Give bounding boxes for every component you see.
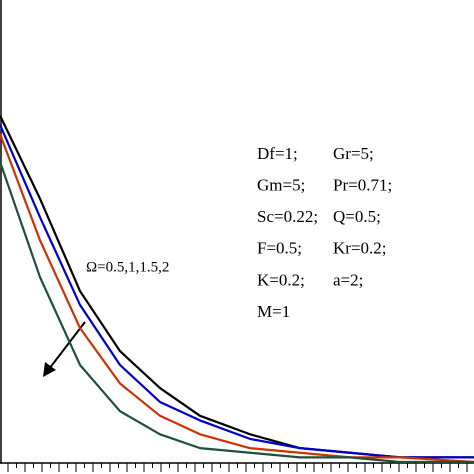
series-line [0, 161, 474, 464]
parameter-text: Pr=0.71; [333, 176, 392, 195]
parameter-text: Gr=5; [333, 144, 374, 163]
parameter-text: Q=0.5; [333, 207, 381, 226]
arrow-line [48, 321, 86, 370]
arrow-head [43, 362, 56, 377]
parameter-text: M=1 [257, 302, 290, 321]
parameter-text: Df=1; [257, 144, 298, 163]
arrow [43, 321, 86, 377]
parameter-text: K=0.2; [257, 270, 305, 289]
series-line [0, 124, 474, 459]
parameter-text: F=0.5; [257, 239, 302, 258]
parameter-text: Sc=0.22; [257, 207, 318, 226]
parameter-text: a=2; [333, 270, 363, 289]
parameter-text: Gm=5; [257, 176, 305, 195]
parameter-text: Kr=0.2; [333, 239, 387, 258]
series-line [0, 133, 474, 464]
arrow-label: Ω=0.5,1,1.5,2 [86, 259, 169, 275]
